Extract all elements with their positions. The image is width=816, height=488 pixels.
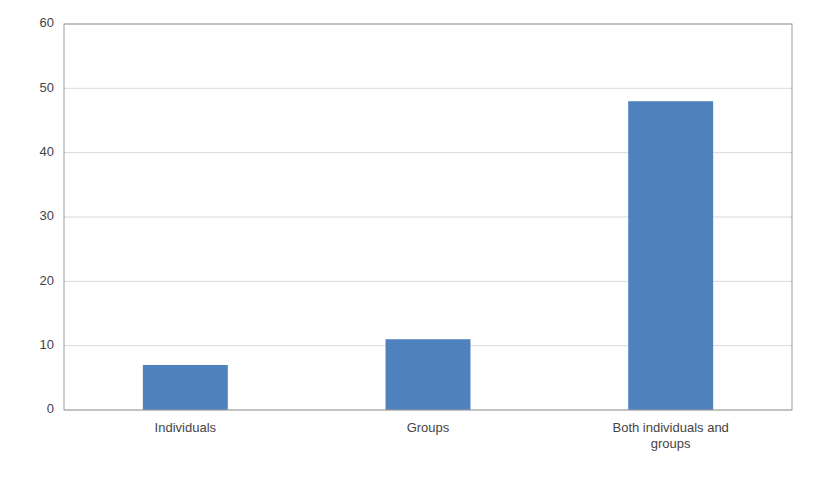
bar [143,365,228,410]
y-tick-label: 50 [40,80,54,95]
x-tick-label-line: groups [651,436,691,451]
y-tick-label: 40 [40,144,54,159]
y-tick-label: 0 [47,401,54,416]
grid-line [64,88,792,89]
x-tick-label-line: Groups [407,420,450,435]
y-tick-label: 30 [40,208,54,223]
y-tick-label: 20 [40,273,54,288]
bar [628,101,713,410]
chart-container: 0 10 20 30 40 50 60 Individuals Groups Both indiv… [0,0,816,488]
bar [386,339,471,410]
y-axis: 0 10 20 30 40 50 60 [40,15,54,416]
chart-svg: 0 10 20 30 40 50 60 Individuals Groups Both indiv… [0,0,816,488]
plot: 0 10 20 30 40 50 60 Individuals Groups Both indiv… [40,15,792,451]
x-axis: Individuals Groups Both individuals andgro… [155,420,729,451]
bars [143,101,713,410]
plot-frame [64,24,792,410]
x-tick-label: Groups [407,420,450,435]
grid [64,24,792,410]
y-tick-label: 10 [40,337,54,352]
x-tick-label: Both individuals andgroups [612,420,728,451]
x-tick-label: Individuals [155,420,217,435]
x-tick-label-line: Both individuals and [612,420,728,435]
x-tick-label-line: Individuals [155,420,217,435]
y-tick-label: 60 [40,15,54,30]
